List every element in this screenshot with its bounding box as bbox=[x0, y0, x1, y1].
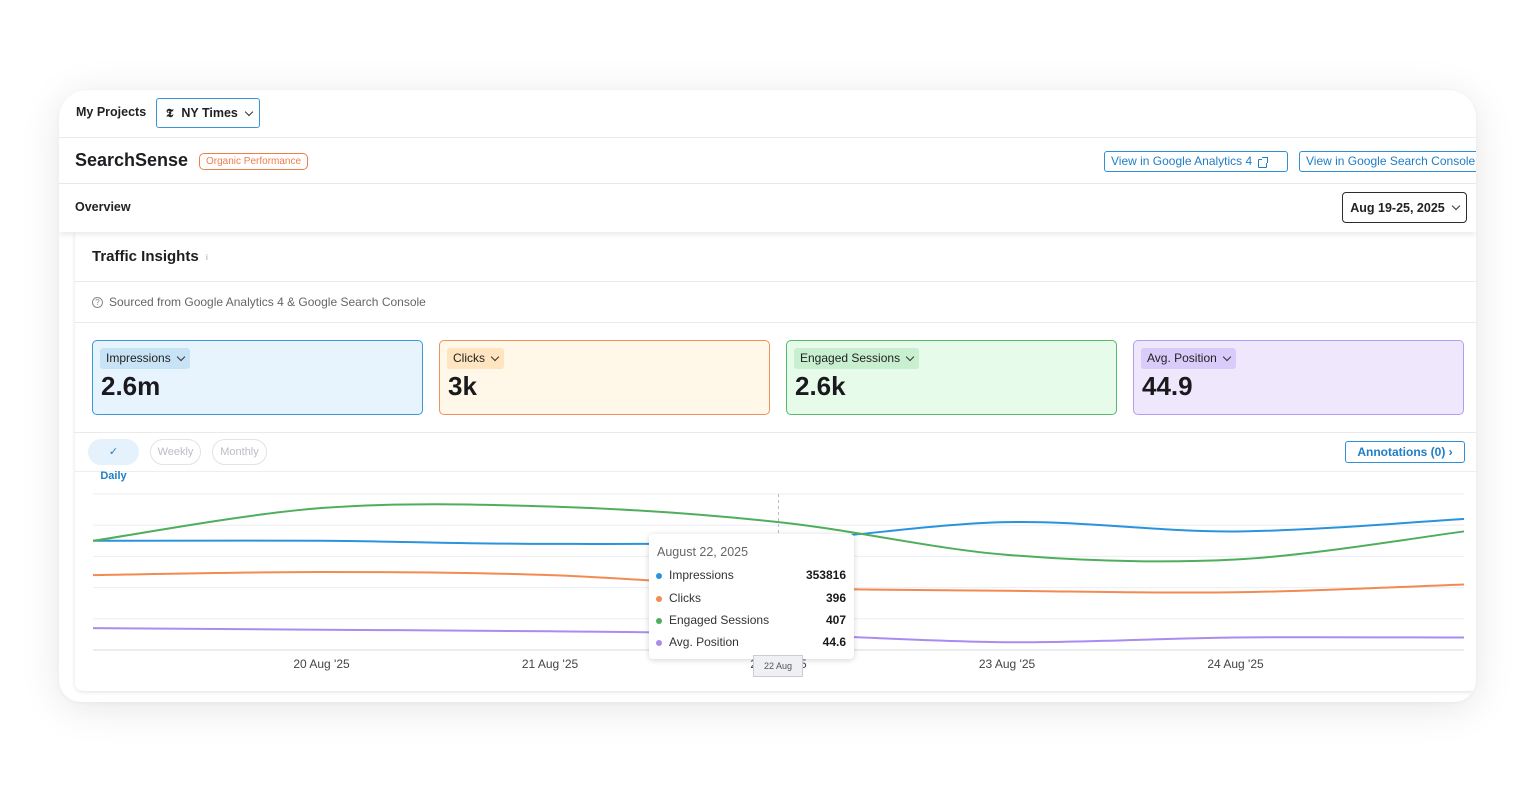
metric-value: 3k bbox=[448, 371, 477, 401]
info-icon[interactable]: i bbox=[206, 253, 208, 262]
organic-performance-badge: Organic Performance bbox=[199, 153, 309, 170]
granularity-bar: ✓ Daily Weekly Monthly Annotations (0) › bbox=[75, 433, 1476, 482]
help-circle-icon: ? bbox=[92, 297, 103, 308]
nyt-logo-icon: 𝕿 bbox=[166, 105, 174, 120]
series-dot-icon bbox=[656, 573, 662, 579]
external-link-icon bbox=[1258, 156, 1269, 168]
project-bar: My Projects 𝕿 NY Times bbox=[59, 90, 1476, 138]
metric-selector[interactable]: Clicks bbox=[447, 348, 504, 369]
metric-label: Engaged Sessions bbox=[800, 351, 901, 365]
daily-label: Daily bbox=[100, 470, 127, 482]
series-dot-icon bbox=[656, 640, 662, 646]
tooltip-date: August 22, 2025 bbox=[657, 545, 749, 559]
chevron-down-icon bbox=[244, 107, 254, 116]
weekly-label: Weekly bbox=[157, 446, 194, 458]
tooltip-series: Impressions bbox=[669, 568, 734, 582]
metric-label: Clicks bbox=[453, 351, 485, 365]
metric-label: Impressions bbox=[106, 351, 171, 365]
chevron-down-icon bbox=[1451, 201, 1460, 211]
tooltip-row: Impressions 353816 bbox=[656, 567, 846, 585]
x-tick-label: 21 Aug '25 bbox=[522, 657, 579, 671]
metrics-row: Impressions 2.6m Clicks 3k Engaged Sessi… bbox=[75, 323, 1476, 433]
monthly-label: Monthly bbox=[220, 446, 259, 458]
app-title: SearchSense bbox=[75, 150, 189, 170]
metric-value: 44.9 bbox=[1142, 371, 1193, 401]
my-projects-label: My Projects bbox=[76, 105, 147, 119]
chevron-down-icon bbox=[1222, 352, 1232, 362]
metric-card-engaged-sessions[interactable]: Engaged Sessions 2.6k bbox=[786, 340, 1117, 415]
metric-card-impressions[interactable]: Impressions 2.6m bbox=[92, 340, 423, 415]
tooltip-row: Avg. Position 44.6 bbox=[656, 634, 846, 652]
tab-overview[interactable]: Overview bbox=[75, 200, 131, 214]
view-in-ga4-button[interactable]: View in Google Analytics 4 bbox=[1104, 151, 1288, 172]
tooltip-row: Clicks 396 bbox=[656, 590, 846, 608]
panel-title: Traffic Insights bbox=[92, 248, 199, 265]
tooltip-value: 407 bbox=[825, 613, 846, 627]
metric-selector[interactable]: Avg. Position bbox=[1141, 348, 1236, 369]
panel-header: Traffic Insights i bbox=[75, 232, 1476, 282]
tooltip-series: Clicks bbox=[669, 591, 701, 605]
view-in-gsc-label: View in Google Search Console bbox=[1306, 154, 1476, 168]
series-line-engaged-sessions[interactable] bbox=[92, 503, 1465, 563]
metric-selector[interactable]: Engaged Sessions bbox=[794, 348, 920, 369]
tooltip-value: 353816 bbox=[805, 568, 846, 582]
daily-toggle[interactable]: ✓ Daily bbox=[88, 439, 139, 482]
annotations-label: Annotations (0) bbox=[1357, 445, 1446, 459]
tooltip-series: Avg. Position bbox=[669, 635, 739, 649]
view-in-gsc-button[interactable]: View in Google Search Console bbox=[1299, 151, 1476, 172]
tooltip-value: 396 bbox=[825, 591, 846, 605]
series-dot-icon bbox=[656, 618, 662, 624]
chevron-down-icon bbox=[490, 352, 500, 362]
overview-bar: Overview Aug 19-25, 2025 bbox=[59, 184, 1476, 232]
metric-label: Avg. Position bbox=[1147, 351, 1217, 365]
x-tick-label: 24 Aug '25 bbox=[1207, 657, 1264, 671]
app-header: SearchSense Organic Performance View in … bbox=[59, 138, 1476, 184]
monthly-toggle[interactable]: Monthly bbox=[212, 439, 267, 465]
x-tick-label: 20 Aug '25 bbox=[293, 657, 350, 671]
metric-value: 2.6k bbox=[795, 371, 846, 401]
x-tick-label: 23 Aug '25 bbox=[979, 657, 1036, 671]
series-dot-icon bbox=[656, 596, 662, 602]
metric-value: 2.6m bbox=[101, 371, 161, 401]
x-hover-label: 22 Aug bbox=[753, 655, 803, 677]
project-name: NY Times bbox=[181, 106, 238, 120]
date-range-dropdown[interactable]: Aug 19-25, 2025 bbox=[1342, 192, 1467, 223]
app-window: My Projects 𝕿 NY Times SearchSense Organ… bbox=[59, 90, 1476, 702]
metric-card-clicks[interactable]: Clicks 3k bbox=[439, 340, 770, 415]
view-in-ga4-label: View in Google Analytics 4 bbox=[1111, 154, 1253, 168]
source-text: Sourced from Google Analytics 4 & Google… bbox=[109, 295, 426, 309]
metric-selector[interactable]: Impressions bbox=[100, 348, 190, 369]
chart-tooltip: August 22, 2025 Impressions 353816 Click… bbox=[649, 534, 854, 659]
chevron-down-icon bbox=[905, 352, 915, 362]
tooltip-value: 44.6 bbox=[822, 635, 846, 649]
traffic-insights-panel: Traffic Insights i ? Sourced from Google… bbox=[75, 232, 1476, 691]
date-range-label: Aug 19-25, 2025 bbox=[1350, 200, 1445, 215]
tooltip-series: Engaged Sessions bbox=[669, 613, 770, 627]
chevron-down-icon bbox=[176, 352, 185, 362]
weekly-toggle[interactable]: Weekly bbox=[150, 439, 201, 465]
project-dropdown[interactable]: 𝕿 NY Times bbox=[156, 98, 260, 128]
source-note: ? Sourced from Google Analytics 4 & Goog… bbox=[75, 282, 1476, 323]
metric-card-avg-position[interactable]: Avg. Position 44.9 bbox=[1133, 340, 1464, 415]
tooltip-row: Engaged Sessions 407 bbox=[656, 612, 846, 630]
annotations-button[interactable]: Annotations (0) › bbox=[1345, 441, 1465, 463]
